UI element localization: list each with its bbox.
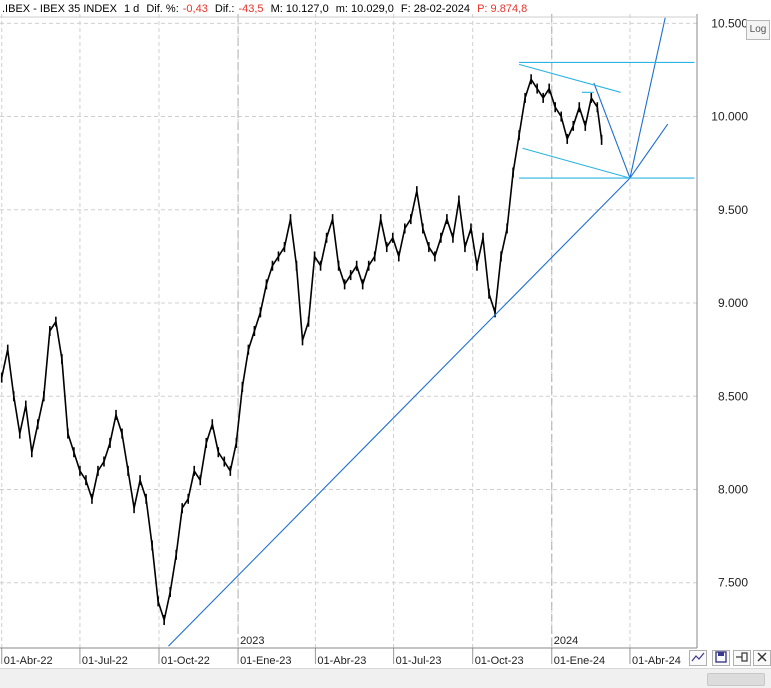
axis-layer: 7.500 8.000 8.500 9.000 9.500 10.000 10.500 01-…: [0, 14, 748, 667]
date-value: F: 28-02-2024: [400, 3, 471, 15]
min-value: m: 10.029,0: [335, 3, 394, 15]
chart-header: .IBEX - IBEX 35 INDEX 1 d Dif. %: -0,43 D…: [2, 2, 531, 16]
dif-label: Dif.:: [214, 3, 235, 15]
pin-icon[interactable]: [733, 650, 751, 666]
dif-pct-value: -0,43: [182, 3, 208, 15]
trendline: [518, 63, 621, 93]
x-tick-label: 01-Oct-23: [475, 655, 524, 667]
x-tick-label: 01-Ene-24: [554, 655, 605, 667]
plot-area[interactable]: 7.500 8.000 8.500 9.000 9.500 10.000 10.500 01-…: [0, 0, 771, 668]
x-tick-label: 01-Ene-23: [240, 655, 291, 667]
price-line: [0, 78, 603, 621]
dif-value: -43,5: [238, 3, 264, 15]
x-tick-label: 01-Jul-23: [396, 655, 442, 667]
horizontal-scrollbar[interactable]: [0, 668, 771, 688]
scrollbar-thumb[interactable]: [707, 673, 765, 686]
scrollbar-track[interactable]: [4, 674, 687, 683]
y-tick-label: 7.500: [718, 576, 748, 590]
y-tick-label: 10.000: [711, 110, 748, 124]
log-scale-button[interactable]: Log: [746, 20, 770, 40]
x-tick-label: 01-Oct-22: [161, 655, 210, 667]
y-tick-label: 9.500: [718, 203, 748, 217]
max-value: M: 10.127,0: [270, 3, 329, 15]
dif-pct-label: Dif. %:: [146, 3, 179, 15]
trendline: [168, 177, 631, 647]
year-label: 2023: [240, 635, 264, 647]
y-tick-label: 8.500: [718, 389, 748, 403]
chart-zoom-icon[interactable]: [689, 650, 707, 666]
save-icon[interactable]: [712, 650, 730, 666]
year-label: 2024: [554, 635, 578, 647]
x-tick-label: 01-Abr-23: [317, 655, 366, 667]
trendline: [593, 82, 631, 179]
x-tick-label: 01-Jul-22: [82, 655, 128, 667]
trendline: [629, 17, 666, 179]
y-tick-label: 8.000: [718, 483, 748, 497]
period-label: 1 d: [124, 3, 140, 15]
trendlines-layer: [168, 17, 695, 647]
trendline: [629, 123, 669, 179]
grid-layer: [0, 14, 697, 648]
close-icon[interactable]: [753, 650, 771, 666]
symbol-label: .IBEX - IBEX 35 INDEX: [2, 3, 117, 15]
x-tick-label: 01-Abr-24: [632, 655, 681, 667]
price-series-layer: [0, 74, 603, 626]
y-tick-label: 10.500: [711, 16, 748, 30]
x-tick-label: 01-Abr-22: [4, 655, 53, 667]
trendline: [522, 147, 631, 179]
y-tick-label: 9.000: [718, 296, 748, 310]
price-value: P: 9.874,8: [477, 3, 528, 15]
